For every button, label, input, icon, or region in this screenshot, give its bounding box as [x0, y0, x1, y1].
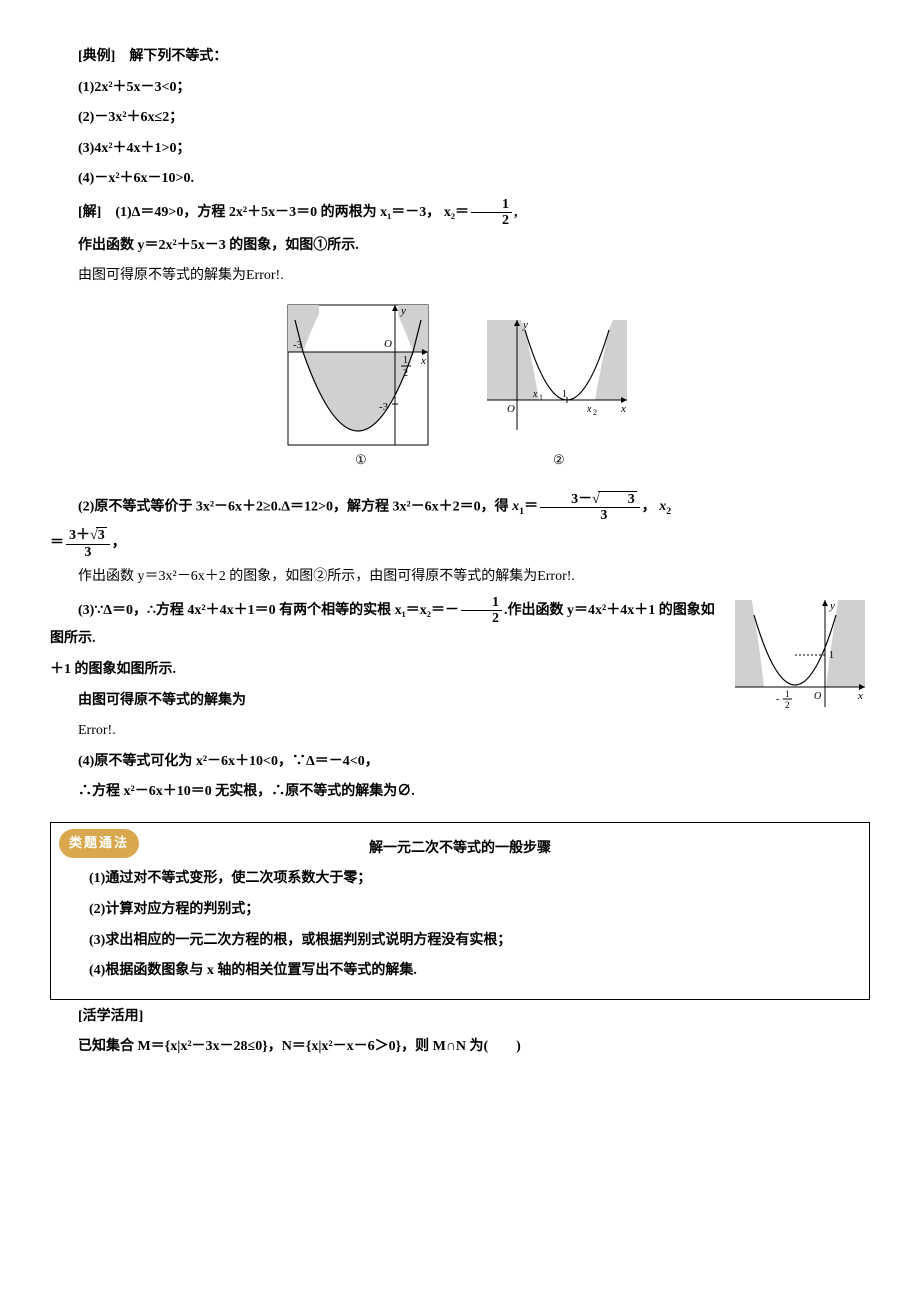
item-4: (4)－x²＋6x－10>0.: [50, 166, 870, 193]
figure-1: y x O -3 1 2 -3 ①: [283, 300, 433, 470]
solution-4-line-b: ∴方程 x²－6x＋10＝0 无实根，∴原不等式的解集为∅.: [50, 779, 870, 806]
svg-text:y: y: [522, 319, 528, 331]
solution-1-line-a: [解] (1)Δ＝49>0，方程 2x²＋5x－3＝0 的两根为 x₁＝－3， …: [50, 197, 870, 229]
svg-text:2: 2: [785, 700, 790, 710]
svg-text:②: ②: [553, 452, 565, 467]
solution-4-line-a: (4)原不等式可化为 x²－6x＋10<0，∵Δ＝－4<0，: [50, 749, 870, 776]
svg-text:O: O: [814, 691, 821, 702]
solution-1-line-c: 由图可得原不等式的解集为Error!.: [50, 263, 870, 290]
svg-text:x: x: [586, 404, 592, 415]
tip-step-1: (1)通过对不等式变形，使二次项系数大于零；: [61, 866, 859, 893]
figure-2: y x O x1 1 x2 ②: [477, 300, 637, 470]
svg-text:-3: -3: [293, 339, 303, 351]
solution-2-line-b: 作出函数 y＝3x²－6x＋2 的图象，如图②所示，由图可得原不等式的解集为Er…: [50, 564, 870, 591]
item-3: (3)4x²＋4x＋1>0；: [50, 136, 870, 163]
svg-text:①: ①: [355, 452, 367, 467]
svg-text:O: O: [507, 403, 515, 415]
figure-3-wrap: y x O 1 1 2 -: [730, 595, 870, 726]
figure-3: y x O 1 1 2 -: [730, 595, 870, 715]
solution-2-line-a2: ＝3＋√33，: [50, 527, 870, 560]
svg-text:1: 1: [403, 355, 408, 366]
figure-row-1-2: y x O -3 1 2 -3 ① y x O x1 1 x2 ②: [50, 300, 870, 481]
tip-step-3: (3)求出相应的一元二次方程的根，或根据判别式说明方程没有实根；: [61, 928, 859, 955]
tip-step-4: (4)根据函数图象与 x 轴的相关位置写出不等式的解集.: [61, 958, 859, 985]
svg-text:1: 1: [562, 389, 567, 400]
svg-text:1: 1: [539, 393, 543, 402]
svg-text:2: 2: [403, 368, 408, 379]
svg-text:O: O: [384, 338, 392, 350]
svg-text:x: x: [857, 690, 863, 702]
svg-text:y: y: [400, 305, 406, 317]
svg-text:x: x: [420, 355, 426, 367]
svg-text:-: -: [776, 694, 779, 705]
svg-text:-3: -3: [379, 401, 389, 413]
tip-box: 类题通法 解一元二次不等式的一般步骤 (1)通过对不等式变形，使二次项系数大于零…: [50, 822, 870, 1000]
solution-1-line-b: 作出函数 y＝2x²＋5x－3 的图象，如图①所示.: [50, 233, 870, 260]
svg-text:x: x: [532, 389, 538, 400]
svg-text:y: y: [829, 600, 835, 612]
example-header: [典例] 解下列不等式：: [50, 44, 870, 71]
svg-text:2: 2: [593, 408, 597, 417]
solution-2-line-a: (2)原不等式等价于 3x²－6x＋2≥0.Δ＝12>0，解方程 3x²－6x＋…: [50, 491, 870, 524]
tip-step-2: (2)计算对应方程的判别式；: [61, 897, 859, 924]
svg-text:x: x: [620, 403, 626, 415]
item-2: (2)－3x²＋6x≤2；: [50, 105, 870, 132]
tip-badge: 类题通法: [59, 829, 139, 858]
tip-title: 解一元二次不等式的一般步骤: [61, 836, 859, 863]
item-1: (1)2x²＋5x－3<0；: [50, 75, 870, 102]
svg-text:1: 1: [785, 689, 790, 699]
svg-text:1: 1: [829, 650, 834, 661]
practice-question: 已知集合 M＝{x|x²－3x－28≤0}，N＝{x|x²－x－6＞0}，则 M…: [50, 1034, 870, 1061]
practice-header: [活学活用]: [50, 1004, 870, 1031]
